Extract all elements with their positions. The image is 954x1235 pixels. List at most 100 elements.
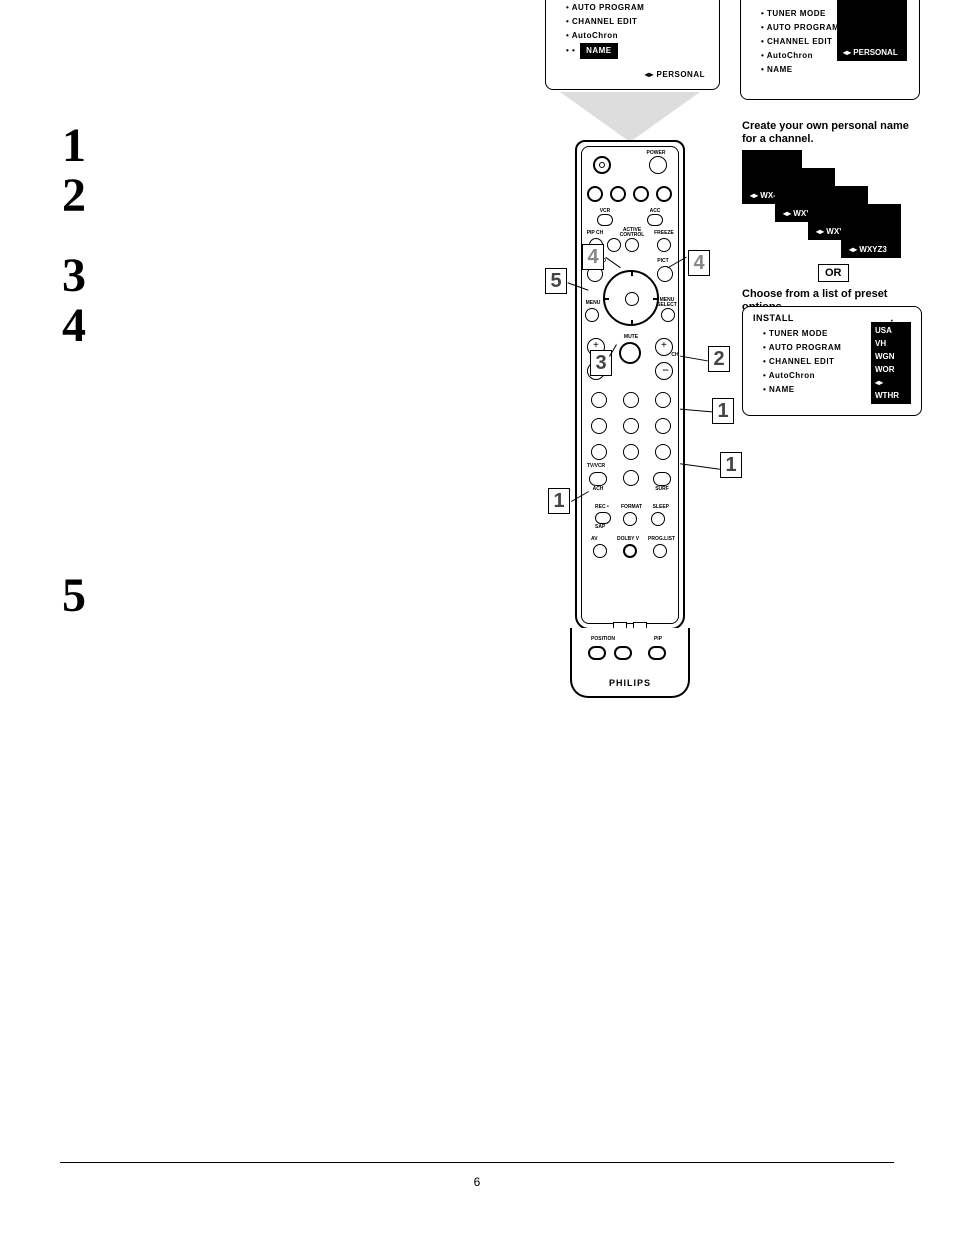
menu-item: AUTO PROGRAM (566, 1, 709, 15)
menu-highlight: NAME (580, 43, 618, 59)
key-6[interactable] (655, 418, 671, 434)
menu-install-left: TUNER MODE AUTO PROGRAM CHANNEL EDIT Aut… (545, 0, 720, 90)
preset-opt: VH (875, 337, 907, 350)
key-0[interactable] (623, 470, 639, 486)
menu-presets: INSTALL ↕ TUNER MODE AUTO PROGRAM CHANNE… (742, 306, 922, 416)
sap-button[interactable] (595, 512, 611, 524)
page: 1 2 3 4 5 TUNER MODE AUTO PROGRAM CHANNE… (0, 0, 954, 1235)
stop-button[interactable] (610, 186, 626, 202)
menu-button[interactable] (585, 308, 599, 322)
menu-item: NAME (761, 63, 909, 77)
caption-personal: Create your own personal name for a chan… (742, 120, 922, 146)
acc-label: ACC (645, 208, 665, 214)
ffwd-button[interactable] (656, 186, 672, 202)
av-button[interactable] (593, 544, 607, 558)
key-7[interactable] (591, 444, 607, 460)
step-4: 4 (62, 298, 86, 353)
callout-1c: 1 (548, 488, 570, 514)
key-5[interactable] (623, 418, 639, 434)
key-1[interactable] (591, 392, 607, 408)
standby-button[interactable] (593, 156, 611, 174)
ach-label: ACH (589, 486, 607, 492)
freeze-label: FREEZE (651, 230, 677, 236)
ach-button[interactable] (589, 472, 607, 486)
format-label: FORMAT (621, 504, 642, 510)
preset-opt: WOR (875, 363, 907, 376)
step-2: 2 (62, 168, 86, 223)
step-1: 1 (62, 118, 86, 173)
remote-body: POWER VCR ACC PIP CH ACTIVE CONTROL FREE… (575, 140, 685, 630)
active-button[interactable] (625, 238, 639, 252)
power-button[interactable] (649, 156, 667, 174)
surf-label: SURF (651, 486, 673, 492)
position-label: POSITION (586, 636, 620, 642)
preset-options: USA VH WGN WOR ◂▸ WTHR (871, 322, 911, 404)
mute-label: MUTE (619, 334, 643, 340)
pip-button[interactable] (648, 646, 666, 660)
menu-pointer-triangle (560, 92, 700, 142)
key-9[interactable] (655, 444, 671, 460)
key-4[interactable] (591, 418, 607, 434)
dolby-label: DOLBY V (617, 536, 639, 542)
tvvcr-label: TV/VCR (583, 464, 609, 469)
callout-1a: 1 (712, 398, 734, 424)
brand-label: PHILIPS (572, 678, 688, 688)
cursor-ring[interactable] (603, 270, 659, 326)
callout-5: 5 (545, 268, 567, 294)
av-label: AV (591, 536, 598, 542)
ch-label: CH (669, 352, 681, 358)
vcr-button[interactable] (597, 214, 613, 226)
sap-label: SAP (595, 524, 605, 530)
preset-opt: ◂▸ WTHR (875, 376, 907, 402)
rewind-button[interactable] (587, 186, 603, 202)
vcr-label: VCR (595, 208, 615, 214)
footer-rule (60, 1162, 894, 1163)
personal-label: ◂▸ PERSONAL (645, 70, 705, 79)
cursor-center[interactable] (625, 292, 639, 306)
remote: POWER VCR ACC PIP CH ACTIVE CONTROL FREE… (565, 140, 695, 698)
menu-left-list: TUNER MODE AUTO PROGRAM CHANNEL EDIT Aut… (556, 0, 709, 59)
callout-1b: 1 (720, 452, 742, 478)
menu-label: MENU (581, 300, 605, 306)
pict-button[interactable] (657, 266, 673, 282)
remote-foot: POSITION PIP PHILIPS (570, 628, 690, 698)
freeze-button[interactable] (657, 238, 671, 252)
menu-item: AutoChron (566, 29, 709, 43)
mute-button[interactable] (619, 342, 641, 364)
black-panel: ◂▸ PERSONAL (837, 0, 907, 61)
dolby-button[interactable] (623, 544, 637, 558)
or-label: OR (818, 264, 849, 282)
menu-install-right: ↕ ◂▸ PERSONAL TUNER MODE AUTO PROGRAM CH… (740, 0, 920, 100)
position-mid[interactable] (614, 646, 632, 660)
callout-4a: 4 (582, 244, 604, 270)
format-button[interactable] (623, 512, 637, 526)
key-3[interactable] (655, 392, 671, 408)
pict-label: PICT (651, 258, 675, 264)
proglist-label: PROG.LIST (648, 536, 675, 542)
menu-select-button[interactable] (661, 308, 675, 322)
pipch-plus[interactable] (607, 238, 621, 252)
proglist-button[interactable] (653, 544, 667, 558)
ch-down[interactable]: − (655, 362, 673, 380)
play-button[interactable] (633, 186, 649, 202)
sleep-button[interactable] (651, 512, 665, 526)
pip-label: PIP (648, 636, 668, 642)
key-8[interactable] (623, 444, 639, 460)
key-2[interactable] (623, 392, 639, 408)
page-number: 6 (0, 1175, 954, 1189)
step-3: 3 (62, 248, 86, 303)
position-left[interactable] (588, 646, 606, 660)
menu-item: • NAME (566, 43, 709, 59)
menu-select-label: MENU SELECT (653, 298, 681, 308)
active-label: ACTIVE CONTROL (617, 228, 647, 238)
step-5: 5 (62, 568, 86, 623)
callout-4b: 4 (688, 250, 710, 276)
acc-button[interactable] (647, 214, 663, 226)
pipch-label: PIP CH (583, 230, 607, 236)
menu-item: CHANNEL EDIT (566, 15, 709, 29)
rec-label: REC • (595, 504, 609, 510)
callout-3: 3 (590, 350, 612, 376)
preset-opt: WGN (875, 350, 907, 363)
personal-label-right: ◂▸ PERSONAL (843, 48, 898, 57)
surf-button[interactable] (653, 472, 671, 486)
